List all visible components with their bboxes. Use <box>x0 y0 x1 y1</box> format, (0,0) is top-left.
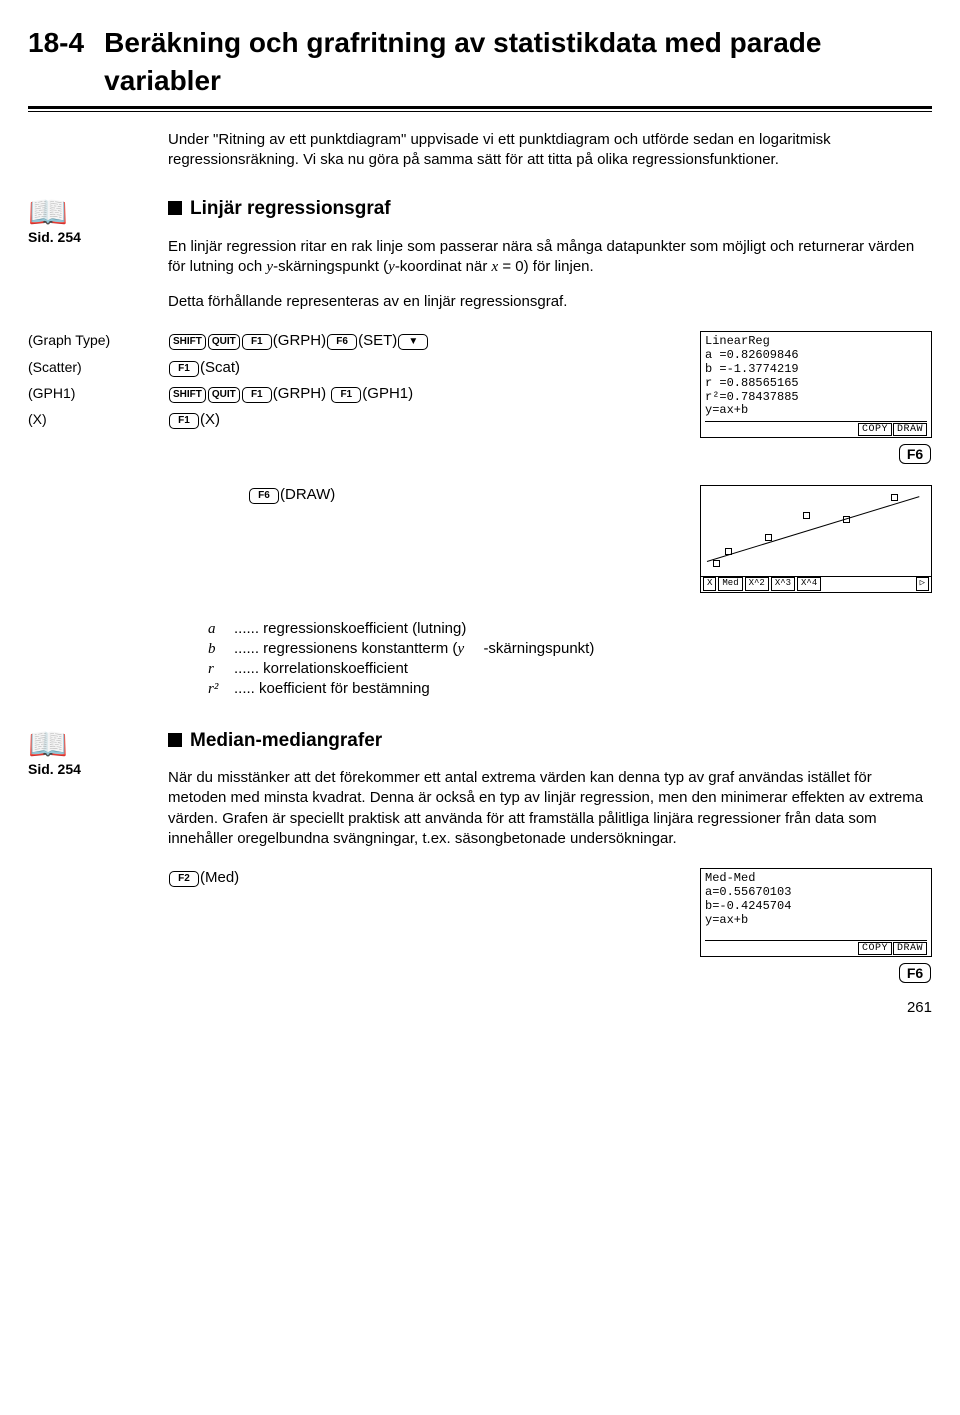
menu-draw[interactable]: DRAW <box>893 423 927 436</box>
key-shift[interactable]: SHIFT <box>169 387 206 403</box>
f6-indicator: F6 <box>700 444 932 466</box>
scatter-point <box>713 560 720 567</box>
rule-thick <box>28 106 932 109</box>
key-f1[interactable]: F1 <box>331 387 361 403</box>
page-number: 261 <box>28 998 932 1018</box>
label-gph1: (GPH1) <box>28 384 158 403</box>
keyseq-gph1: SHIFTQUITF1(GRPH) F1(GPH1) <box>168 384 413 404</box>
key-f2[interactable]: F2 <box>169 871 199 887</box>
key-f1[interactable]: F1 <box>169 413 199 429</box>
scatter-point <box>803 512 810 519</box>
menu-copy[interactable]: COPY <box>858 942 892 955</box>
regression-line <box>707 496 920 562</box>
label-x: (X) <box>28 410 158 429</box>
keyseq-scatter: F1(Scat) <box>168 358 240 378</box>
key-quit[interactable]: QUIT <box>208 387 240 403</box>
graph-menu-x4[interactable]: X^4 <box>797 577 821 591</box>
page-ref: Sid. 254 <box>28 761 81 777</box>
med-label: (Med) <box>200 869 239 886</box>
graph-menu-x2[interactable]: X^2 <box>745 577 769 591</box>
label-graphtype: (Graph Type) <box>28 331 158 350</box>
key-f1[interactable]: F1 <box>169 361 199 377</box>
key-quit[interactable]: QUIT <box>208 334 240 350</box>
keyseq-x: F1(X) <box>168 410 220 430</box>
scatter-point <box>891 494 898 501</box>
section1-body2: Detta förhållande representeras av en li… <box>168 292 932 312</box>
key-f6[interactable]: F6 <box>249 488 279 504</box>
section-number: 18-4 <box>28 24 100 62</box>
graph-menu-med[interactable]: Med <box>718 577 742 591</box>
section1-body: En linjär regression ritar en rak linje … <box>168 237 932 278</box>
scatter-point <box>765 534 772 541</box>
coefficient-defs: a...... regressionskoefficient (lutning)… <box>208 619 932 700</box>
menu-draw[interactable]: DRAW <box>893 942 927 955</box>
key-down[interactable]: ▼ <box>398 334 428 350</box>
f6-indicator: F6 <box>700 963 932 985</box>
key-shift[interactable]: SHIFT <box>169 334 206 350</box>
graph-menu-next[interactable]: ▷ <box>916 577 929 591</box>
menu-copy[interactable]: COPY <box>858 423 892 436</box>
subsection-title: Linjär regressionsgraf <box>168 196 932 222</box>
subsection-title: Median-mediangrafer <box>168 728 932 754</box>
section2-body: När du misstänker att det förekommer ett… <box>168 768 932 849</box>
label-scatter: (Scatter) <box>28 358 158 377</box>
key-f1[interactable]: F1 <box>242 334 272 350</box>
calc-graph-scatter: X Med X^2 X^3 X^4 ▷ <box>700 485 932 593</box>
key-f6[interactable]: F6 <box>327 334 357 350</box>
page-header: 18-4 Beräkning och grafritning av statis… <box>28 24 932 100</box>
intro-text: Under "Ritning av ett punktdiagram" uppv… <box>168 130 932 171</box>
calc-screen-medmed: Med-Med a=0.55670103 b=-0.4245704 y=ax+b… <box>700 868 932 957</box>
draw-label: (DRAW) <box>280 486 335 503</box>
keyseq-graphtype: SHIFTQUITF1(GRPH)F6(SET)▼ <box>168 331 676 351</box>
section-title: Beräkning och grafritning av statistikda… <box>104 24 924 100</box>
page-ref: Sid. 254 <box>28 229 81 245</box>
graph-menu-x[interactable]: X <box>703 577 716 591</box>
book-icon: 📖 <box>28 194 68 230</box>
book-icon: 📖 <box>28 726 68 762</box>
graph-menu-x3[interactable]: X^3 <box>771 577 795 591</box>
key-f1[interactable]: F1 <box>242 387 272 403</box>
rule-thin <box>28 111 932 112</box>
calc-screen-linearreg: LinearReg a =0.82609846 b =-1.3774219 r … <box>700 331 932 438</box>
